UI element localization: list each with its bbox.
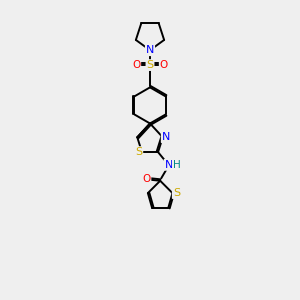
Text: S: S	[135, 147, 142, 157]
Text: N: N	[164, 160, 173, 170]
Text: O: O	[132, 60, 140, 70]
Text: H: H	[173, 160, 181, 170]
Text: N: N	[146, 45, 154, 55]
Text: N: N	[162, 132, 170, 142]
Text: S: S	[173, 188, 180, 198]
Text: O: O	[160, 60, 168, 70]
Text: O: O	[142, 174, 151, 184]
Text: S: S	[146, 60, 154, 70]
